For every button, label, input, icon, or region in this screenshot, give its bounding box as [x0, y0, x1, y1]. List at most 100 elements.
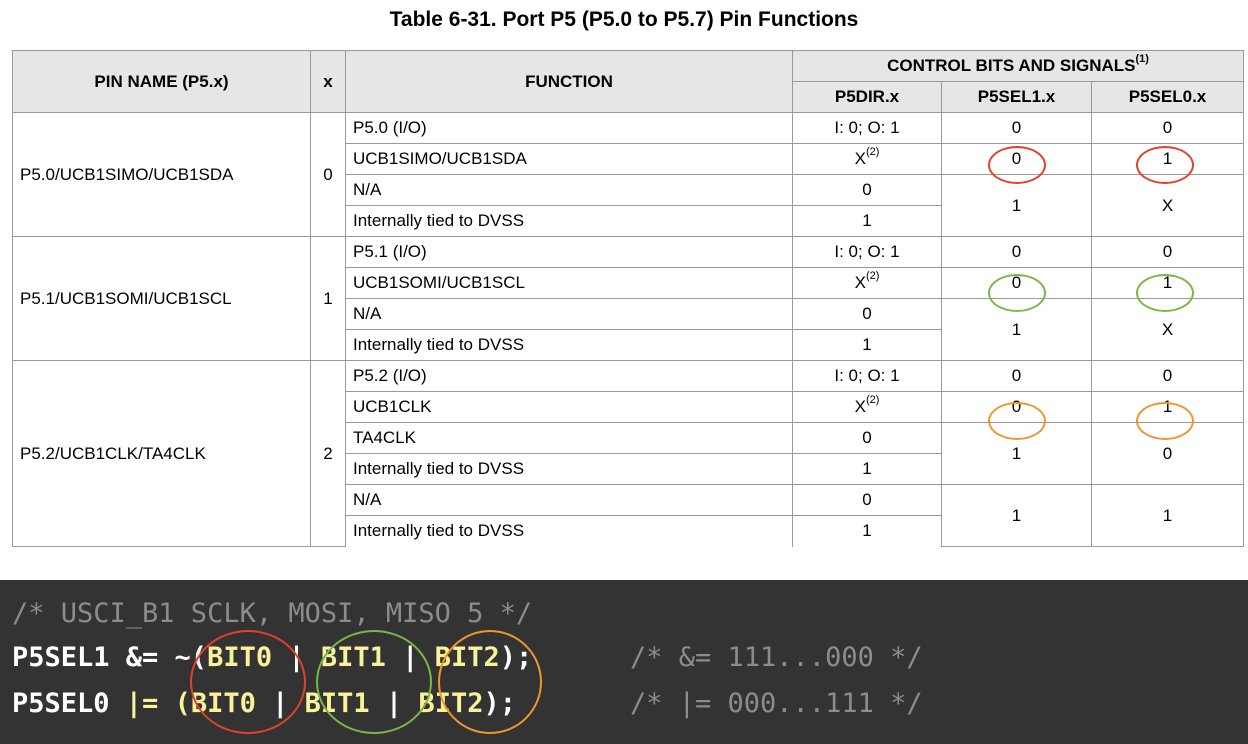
sel0-cell: 0: [1090, 360, 1245, 392]
code-bit2: BIT2: [418, 688, 484, 719]
code-open-paren: (: [158, 688, 191, 719]
function-cell: N/A: [345, 298, 793, 330]
dir-cell: 0: [792, 422, 942, 454]
code-separator: |: [385, 642, 435, 673]
dir-value: X: [854, 149, 866, 168]
function-cell: Internally tied to DVSS: [345, 453, 793, 485]
code-line-p5sel1: P5SEL1 &= ~(BIT0 | BIT1 | BIT2); /* &= 11…: [12, 642, 923, 673]
code-bit2: BIT2: [434, 642, 500, 673]
sel1-cell: 0: [941, 267, 1092, 299]
dir-cell: 1: [792, 205, 942, 237]
dir-cell: I: 0; O: 1: [792, 112, 942, 144]
code-end: );: [483, 688, 516, 719]
function-cell: P5.2 (I/O): [345, 360, 793, 392]
header-p5sel0: P5SEL0.x: [1090, 81, 1245, 113]
function-cell: Internally tied to DVSS: [345, 329, 793, 361]
dir-cell: I: 0; O: 1: [792, 236, 942, 268]
sel1-cell: 0: [941, 391, 1092, 423]
dir-cell: 1: [792, 453, 942, 485]
sel1-cell: 1: [941, 174, 1092, 237]
code-inline-comment: /* &= 111...000 */: [630, 642, 923, 673]
table-row: UCB1SIMO/UCB1SDA X(2) 0 1: [13, 143, 1245, 175]
dir-cell: 1: [792, 515, 942, 547]
code-register: P5SEL0: [12, 688, 126, 719]
pin-name-cell: P5.2/UCB1CLK/TA4CLK: [12, 360, 311, 547]
sel1-cell: 0: [941, 112, 1092, 144]
code-snippet: /* USCI_B1 SCLK, MOSI, MISO 5 */ P5SEL1 …: [0, 580, 1248, 744]
function-cell: UCB1SIMO/UCB1SDA: [345, 143, 793, 175]
sel0-cell: 1: [1090, 484, 1245, 547]
footnote-1: (1): [1135, 53, 1149, 65]
dir-cell: X(2): [792, 143, 942, 175]
function-cell: P5.0 (I/O): [345, 112, 793, 144]
dir-cell: 0: [792, 174, 942, 206]
code-bit1: BIT1: [320, 642, 386, 673]
dir-cell: 0: [792, 298, 942, 330]
table-row: P5.0/UCB1SIMO/UCB1SDA 0 P5.0 (I/O) I: 0;…: [12, 112, 1245, 237]
table-row: UCB1CLK X(2) 0 1: [13, 391, 1245, 423]
pin-x-cell: 2: [310, 360, 346, 547]
sel1-cell: 0: [941, 360, 1092, 392]
pin-name-cell: P5.0/UCB1SIMO/UCB1SDA: [12, 112, 311, 237]
code-bit0: BIT0: [190, 688, 256, 719]
code-comment: /* USCI_B1 SCLK, MOSI, MISO 5 */: [12, 598, 533, 629]
header-pin-name: PIN NAME (P5.x): [12, 50, 311, 113]
pin-x-cell: 0: [310, 112, 346, 237]
sel1-cell: 1: [941, 298, 1092, 361]
table-row: P5.1/UCB1SOMI/UCB1SCL 1 P5.1 (I/O) I: 0;…: [12, 236, 1245, 361]
code-separator: |: [255, 688, 305, 719]
dir-value: X: [854, 273, 866, 292]
header-function: FUNCTION: [345, 50, 793, 113]
code-separator: |: [272, 642, 321, 673]
footnote-2: (2): [865, 146, 880, 158]
table-row: Internally tied to DVSS 1: [13, 205, 1244, 237]
function-cell: N/A: [345, 174, 793, 206]
function-cell: Internally tied to DVSS: [345, 515, 793, 547]
code-bit1: BIT1: [304, 688, 370, 719]
table-row: N/A 0 1 X: [13, 298, 1245, 361]
function-cell: Internally tied to DVSS: [345, 205, 793, 237]
sel1-cell: 0: [941, 236, 1092, 268]
sel0-cell: 0: [1090, 112, 1245, 144]
sel0-cell: X: [1090, 174, 1245, 237]
pin-functions-table: PIN NAME (P5.x) x FUNCTION CONTROL BITS …: [12, 50, 1245, 547]
header-control-bits: CONTROL BITS AND SIGNALS(1): [791, 50, 1245, 82]
sel0-cell: 0: [1090, 236, 1245, 268]
code-separator: |: [369, 688, 419, 719]
function-cell: UCB1CLK: [345, 391, 793, 423]
pin-name-cell: P5.1/UCB1SOMI/UCB1SCL: [12, 236, 311, 361]
code-operator: |=: [125, 688, 159, 719]
header-control-label: CONTROL BITS AND SIGNALS: [887, 56, 1136, 75]
footnote-2: (2): [865, 270, 880, 282]
table-row: N/A 0 1 1: [13, 484, 1245, 547]
pin-x-cell: 1: [310, 236, 346, 361]
sel0-cell: 0: [1090, 422, 1245, 485]
function-cell: N/A: [345, 484, 793, 516]
function-cell: P5.1 (I/O): [345, 236, 793, 268]
sel0-cell: X: [1090, 298, 1245, 361]
sel0-cell: 1: [1090, 391, 1245, 423]
code-line-p5sel0: P5SEL0 |= (BIT0 | BIT1 | BIT2); /* |= 000…: [12, 688, 923, 719]
header-x: x: [310, 50, 346, 113]
sel0-cell: 1: [1090, 143, 1245, 175]
sel0-cell: 1: [1090, 267, 1245, 299]
table-row: Internally tied to DVSS 1: [13, 515, 1244, 547]
header-p5sel1: P5SEL1.x: [941, 81, 1092, 113]
table-row: P5.2/UCB1CLK/TA4CLK 2 P5.2 (I/O) I: 0; O…: [12, 360, 1245, 547]
dir-cell: X(2): [792, 267, 942, 299]
dir-cell: 1: [792, 329, 942, 361]
sel1-cell: 1: [941, 484, 1092, 547]
sel1-cell: 0: [941, 143, 1092, 175]
code-register: P5SEL1 &= ~(: [12, 642, 208, 673]
code-end: );: [499, 642, 533, 673]
code-inline-comment: /* |= 000...111 */: [630, 688, 923, 719]
header-p5dir: P5DIR.x: [792, 81, 942, 113]
function-cell: UCB1SOMI/UCB1SCL: [345, 267, 793, 299]
sel1-cell: 1: [941, 422, 1092, 485]
dir-cell: X(2): [792, 391, 942, 423]
dir-value: X: [854, 397, 866, 416]
code-bit0: BIT0: [207, 642, 273, 673]
dir-cell: 0: [792, 484, 942, 516]
table-title: Table 6-31. Port P5 (P5.0 to P5.7) Pin F…: [389, 8, 859, 31]
function-cell: TA4CLK: [345, 422, 793, 454]
